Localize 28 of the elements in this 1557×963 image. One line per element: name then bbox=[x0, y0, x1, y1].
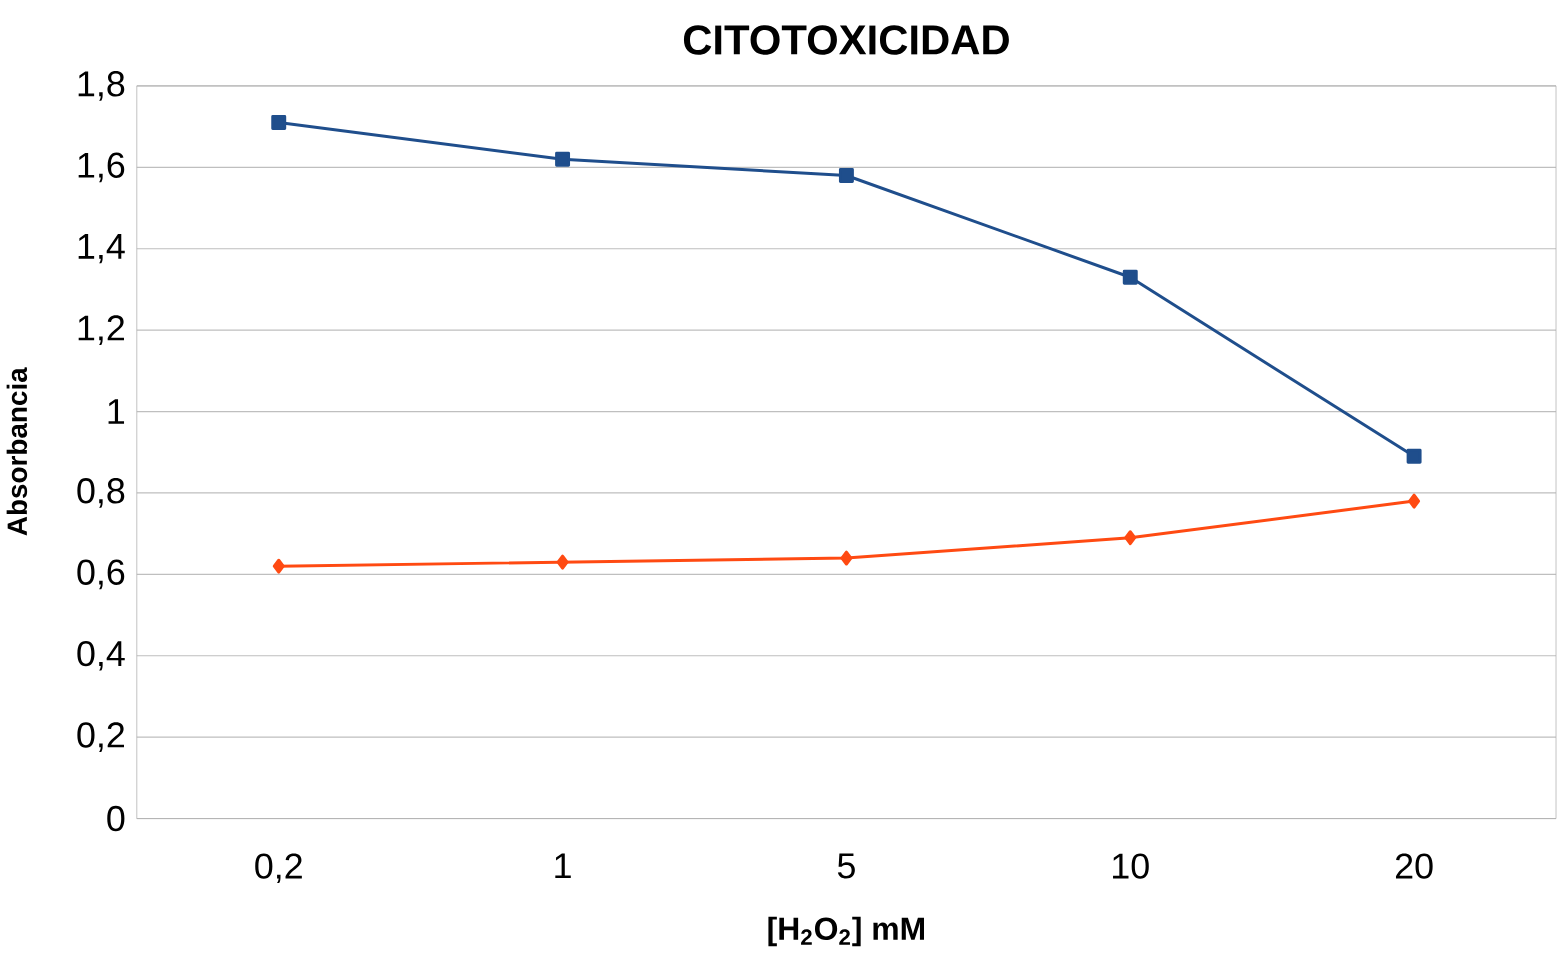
y-axis-title: Absorbancia bbox=[6, 366, 28, 536]
x-axis-title: [H$_{2}$O$_{2}$] mM bbox=[768, 916, 924, 947]
point bbox=[272, 558, 285, 574]
y-tick-label: 0 bbox=[107, 805, 125, 831]
y-tick-label: 0,8 bbox=[77, 477, 125, 508]
chart-title: CITOTOXICIDAD bbox=[683, 24, 1009, 55]
point bbox=[1124, 530, 1137, 545]
point bbox=[838, 167, 854, 183]
point bbox=[1122, 269, 1138, 285]
x-tick-label: 1 bbox=[555, 853, 571, 878]
y-tick-label: 0,2 bbox=[77, 722, 124, 752]
point bbox=[555, 151, 571, 167]
x-tick-label: 10 bbox=[1113, 853, 1149, 879]
x-tick-label: 5 bbox=[837, 853, 855, 879]
y-tick-label: 1,2 bbox=[78, 315, 124, 345]
y-tick-label: 1,8 bbox=[78, 70, 125, 101]
y-tick-label: 0,4 bbox=[77, 640, 125, 671]
y-tick-label: 1,4 bbox=[78, 233, 125, 264]
y-tick-label: 0,6 bbox=[77, 559, 125, 589]
x-tick-label: 0,2 bbox=[255, 853, 302, 883]
point bbox=[1406, 448, 1422, 464]
y-tick-label: 1 bbox=[108, 398, 125, 424]
point bbox=[1408, 493, 1421, 509]
point bbox=[840, 550, 853, 566]
y-tick-label: 1,6 bbox=[78, 152, 125, 182]
point bbox=[271, 114, 287, 130]
point bbox=[556, 554, 569, 570]
x-tick-label: 20 bbox=[1395, 853, 1433, 879]
